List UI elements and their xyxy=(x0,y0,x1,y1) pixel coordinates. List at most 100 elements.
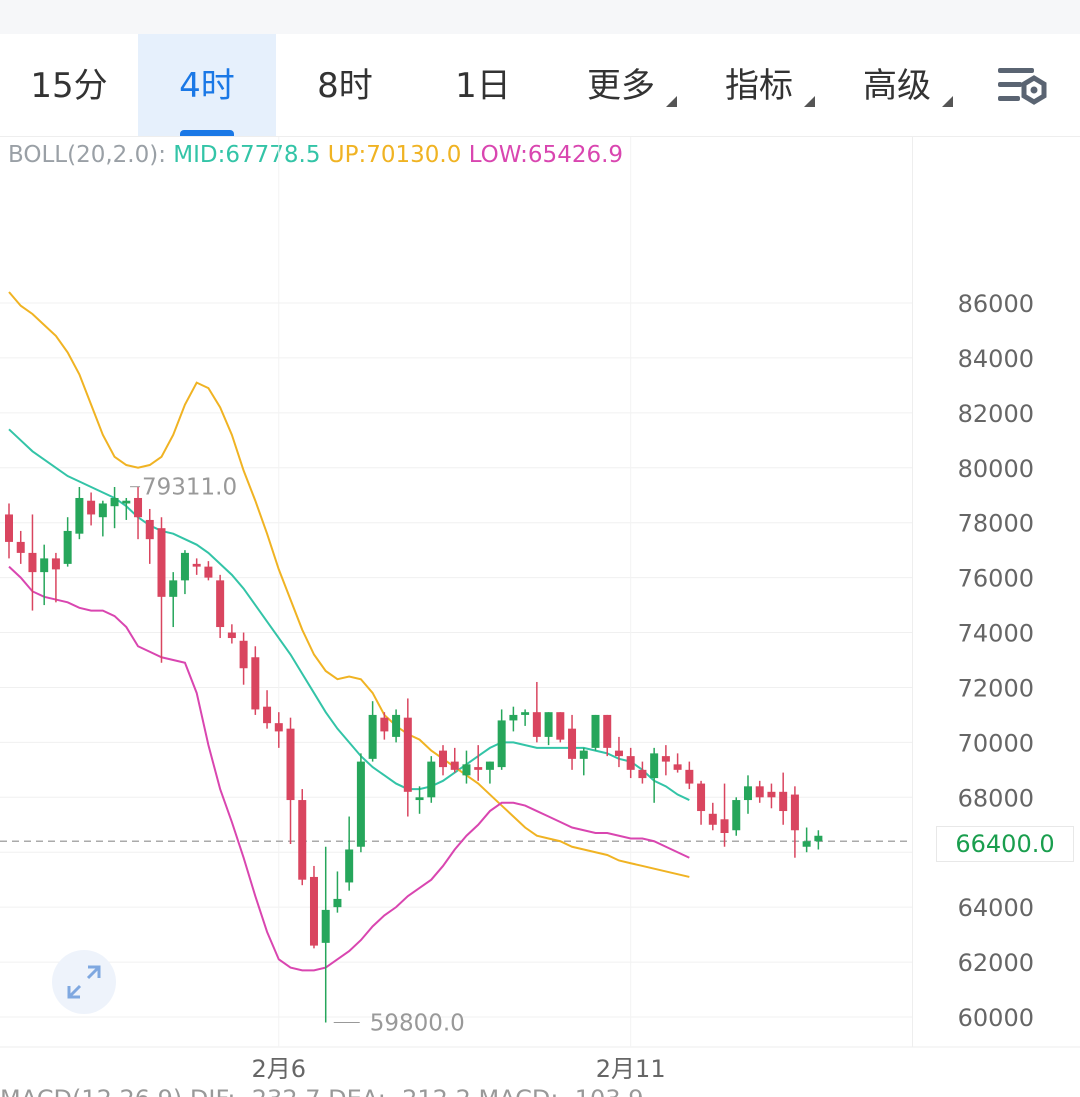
candle-body xyxy=(556,712,565,740)
tab-more[interactable]: 更多 xyxy=(552,34,690,136)
y-tick-label: 72000 xyxy=(958,674,1034,702)
tab-4h[interactable]: 4时 xyxy=(138,34,276,136)
boll-up-line xyxy=(8,291,690,878)
top-strip xyxy=(0,0,1080,34)
expand-icon[interactable] xyxy=(52,950,116,1014)
y-tick-label: 82000 xyxy=(958,400,1034,428)
candle-body xyxy=(180,552,189,581)
dropdown-caret-icon xyxy=(666,96,677,107)
candle-body xyxy=(661,756,670,762)
candle-body xyxy=(779,791,788,812)
y-tick-label: 76000 xyxy=(958,565,1034,593)
chart-settings-icon[interactable] xyxy=(994,60,1050,116)
candle-body xyxy=(521,712,530,715)
x-tick-label: 2月11 xyxy=(596,1055,666,1083)
candle-body xyxy=(157,528,166,597)
tab-8h[interactable]: 8时 xyxy=(317,66,373,106)
current-price-label: 66400.0 xyxy=(936,826,1074,862)
candle-body xyxy=(356,761,365,847)
y-tick-label: 60000 xyxy=(958,1004,1034,1032)
candle-body xyxy=(474,767,483,770)
candle-body xyxy=(591,714,600,748)
candle-body xyxy=(403,717,412,792)
candle-body xyxy=(614,750,623,757)
dropdown-caret-icon xyxy=(942,96,953,107)
candle-body xyxy=(87,500,96,515)
timeframe-tabs: 15分 4时 8时 1日 更多 指标 高级 xyxy=(0,34,1080,137)
candle-body xyxy=(532,712,541,737)
y-tick-label: 74000 xyxy=(958,620,1034,648)
boll-mid: MID:67778.5 xyxy=(173,142,321,168)
candle-body xyxy=(392,714,401,737)
candle-body xyxy=(16,541,25,553)
candle-body xyxy=(321,909,330,943)
price-axis-divider xyxy=(912,137,913,1047)
candle-body xyxy=(380,717,389,732)
candle-body xyxy=(802,841,811,847)
candle-body xyxy=(251,657,260,710)
tab-1d[interactable]: 1日 xyxy=(455,66,511,106)
candle-body xyxy=(685,769,694,784)
candle-body xyxy=(75,497,84,534)
candle-body xyxy=(450,761,459,770)
y-tick-label: 64000 xyxy=(958,894,1034,922)
y-tick-label: 84000 xyxy=(958,345,1034,373)
candle-body xyxy=(790,794,799,831)
candle-body xyxy=(145,519,154,540)
candle-body xyxy=(673,764,682,770)
candle-body xyxy=(462,764,471,776)
candle-body xyxy=(732,800,741,831)
candle-body xyxy=(333,898,342,908)
active-tab-indicator xyxy=(180,130,234,136)
candle-body xyxy=(509,714,518,721)
candle-body xyxy=(579,750,588,759)
candle-body xyxy=(814,835,823,842)
candle-body xyxy=(767,791,776,798)
bottom-indicator-label: MACD(12,26,9) DIF: -232.7 DEA: -212.2 MA… xyxy=(0,1085,644,1097)
candle-body xyxy=(51,558,60,570)
candle-body xyxy=(415,797,424,801)
y-tick-label: 68000 xyxy=(958,784,1034,812)
boll-legend: BOLL(20,2.0): MID:67778.5 UP:70130.0 LOW… xyxy=(8,142,623,168)
candle-body xyxy=(263,706,272,724)
candle-body xyxy=(110,497,119,507)
candle-body xyxy=(298,800,307,880)
candle-body xyxy=(708,813,717,825)
candle-body xyxy=(274,723,283,732)
max-price-label: 79311.0 xyxy=(142,475,237,501)
candle-body xyxy=(98,503,107,518)
candle-body xyxy=(5,514,13,542)
candle-body xyxy=(286,728,295,801)
tab-indicators[interactable]: 指标 xyxy=(690,34,828,136)
candle-body xyxy=(544,712,553,737)
min-price-label: 59800.0 xyxy=(370,1010,465,1036)
candle-body xyxy=(603,714,612,748)
candle-body xyxy=(439,750,448,768)
candle-body xyxy=(40,558,49,573)
candle-body xyxy=(568,728,577,759)
tab-15min[interactable]: 15分 xyxy=(30,66,108,106)
candle-body xyxy=(743,786,752,801)
candle-body xyxy=(638,769,647,779)
candle-body xyxy=(134,497,143,518)
dropdown-caret-icon xyxy=(804,96,815,107)
candle-body xyxy=(216,580,225,628)
candle-body xyxy=(497,720,506,768)
candle-body xyxy=(345,849,354,883)
y-tick-label: 86000 xyxy=(958,290,1034,318)
candle-body xyxy=(485,761,494,770)
candle-body xyxy=(626,756,635,770)
boll-name: BOLL(20,2.0): xyxy=(8,142,166,168)
y-tick-label: 78000 xyxy=(958,510,1034,538)
candle-body xyxy=(720,819,729,834)
boll-low: LOW:65426.9 xyxy=(468,142,624,168)
candle-body xyxy=(169,580,178,597)
candle-body xyxy=(697,783,706,812)
candle-body xyxy=(755,786,764,798)
candle-body xyxy=(227,632,236,639)
candle-body xyxy=(368,714,377,759)
boll-up: UP:70130.0 xyxy=(327,142,462,168)
candle-body xyxy=(28,552,37,573)
tab-advanced[interactable]: 高级 xyxy=(828,34,966,136)
